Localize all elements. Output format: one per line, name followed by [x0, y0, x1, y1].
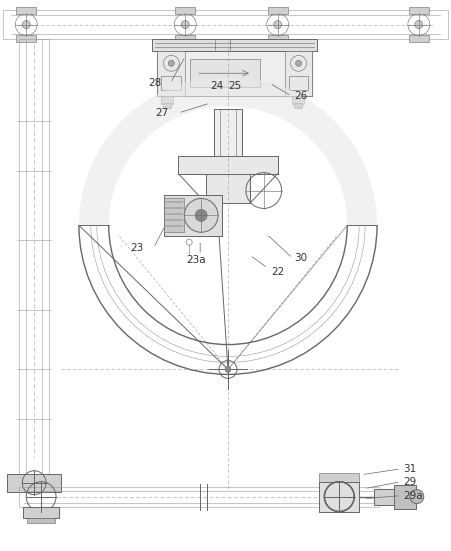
- Bar: [16, 35, 36, 42]
- Bar: [157, 51, 313, 96]
- Bar: [175, 35, 195, 42]
- Bar: [319, 473, 359, 483]
- Text: 25: 25: [228, 81, 241, 91]
- Bar: [161, 96, 173, 104]
- Circle shape: [274, 20, 282, 29]
- Text: 22: 22: [272, 267, 285, 277]
- Circle shape: [184, 198, 218, 233]
- Text: 23: 23: [131, 243, 144, 253]
- Bar: [268, 35, 288, 42]
- Circle shape: [410, 490, 424, 504]
- Bar: [152, 40, 318, 51]
- Bar: [157, 51, 185, 96]
- Bar: [19, 487, 379, 506]
- Text: 29: 29: [403, 477, 416, 487]
- Bar: [16, 7, 36, 14]
- Circle shape: [181, 20, 189, 29]
- Bar: [164, 198, 184, 233]
- Circle shape: [22, 20, 30, 29]
- Bar: [319, 482, 359, 511]
- Bar: [19, 40, 49, 477]
- Text: 30: 30: [295, 253, 308, 263]
- Circle shape: [195, 209, 207, 222]
- Bar: [206, 174, 250, 203]
- Bar: [394, 485, 416, 509]
- Bar: [164, 195, 222, 236]
- Bar: [27, 517, 55, 523]
- Bar: [214, 109, 242, 156]
- Circle shape: [415, 20, 423, 29]
- Text: 24: 24: [210, 81, 223, 91]
- Bar: [7, 474, 61, 491]
- Bar: [268, 7, 288, 14]
- Text: 26: 26: [295, 91, 308, 101]
- Bar: [163, 103, 171, 108]
- Bar: [23, 506, 59, 518]
- Text: 29a: 29a: [403, 490, 423, 501]
- Bar: [3, 10, 448, 40]
- Circle shape: [295, 60, 302, 66]
- Bar: [374, 489, 404, 505]
- Text: 31: 31: [403, 464, 416, 474]
- Polygon shape: [79, 76, 377, 225]
- Bar: [409, 35, 429, 42]
- Text: 28: 28: [148, 78, 162, 88]
- Bar: [285, 51, 313, 96]
- Bar: [294, 103, 302, 108]
- Text: 27: 27: [156, 108, 169, 118]
- Text: 23a: 23a: [186, 255, 206, 265]
- Circle shape: [225, 366, 231, 372]
- Bar: [190, 60, 260, 87]
- Circle shape: [168, 60, 175, 66]
- Bar: [289, 76, 308, 90]
- Bar: [175, 7, 195, 14]
- Bar: [292, 96, 304, 104]
- Bar: [409, 7, 429, 14]
- Bar: [178, 156, 278, 174]
- Bar: [161, 76, 181, 90]
